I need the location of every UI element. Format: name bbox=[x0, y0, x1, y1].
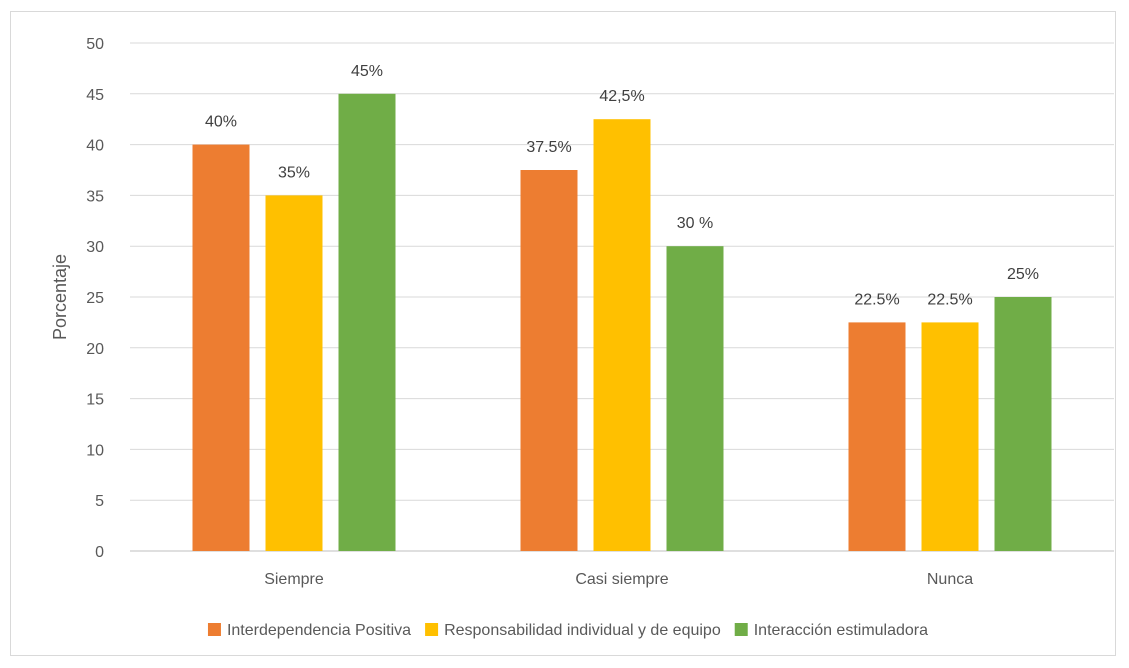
y-tick-label: 25 bbox=[86, 290, 104, 307]
legend-swatch bbox=[425, 623, 439, 636]
bar bbox=[520, 170, 578, 551]
legend-label: Interacción estimuladora bbox=[754, 622, 928, 639]
legend-label: Interdependencia Positiva bbox=[227, 622, 411, 639]
y-tick-label: 20 bbox=[86, 341, 104, 358]
bar bbox=[338, 93, 396, 552]
legend-swatch bbox=[207, 623, 221, 636]
data-label: 25% bbox=[1007, 266, 1039, 283]
bar bbox=[994, 297, 1052, 551]
data-label: 37.5% bbox=[526, 139, 571, 156]
legend-swatch bbox=[734, 623, 748, 636]
bar bbox=[593, 119, 651, 551]
category-label: Nunca bbox=[927, 571, 973, 588]
y-tick-label: 5 bbox=[95, 493, 104, 510]
bar bbox=[192, 144, 250, 551]
y-tick-label: 35 bbox=[86, 188, 104, 205]
y-tick-label: 40 bbox=[86, 138, 104, 155]
data-label: 22.5% bbox=[927, 291, 972, 308]
y-tick-label: 15 bbox=[86, 392, 104, 409]
y-tick-label: 10 bbox=[86, 442, 104, 459]
data-label: 40% bbox=[205, 114, 237, 131]
data-label: 45% bbox=[351, 63, 383, 80]
y-tick-label: 30 bbox=[86, 239, 104, 256]
data-label: 22.5% bbox=[854, 291, 899, 308]
data-label: 30 % bbox=[677, 215, 713, 232]
y-tick-label: 0 bbox=[95, 544, 104, 561]
y-tick-label: 45 bbox=[86, 87, 104, 104]
bar bbox=[666, 246, 724, 551]
data-label: 42,5% bbox=[599, 88, 644, 105]
category-label: Siempre bbox=[264, 571, 324, 588]
bar bbox=[265, 195, 323, 551]
y-axis-title: Porcentaje bbox=[50, 254, 70, 340]
y-tick-label: 50 bbox=[86, 36, 104, 53]
bar bbox=[848, 322, 906, 551]
legend-label: Responsabilidad individual y de equipo bbox=[444, 622, 721, 639]
category-label: Casi siempre bbox=[575, 571, 668, 588]
data-label: 35% bbox=[278, 164, 310, 181]
bar bbox=[921, 322, 979, 551]
